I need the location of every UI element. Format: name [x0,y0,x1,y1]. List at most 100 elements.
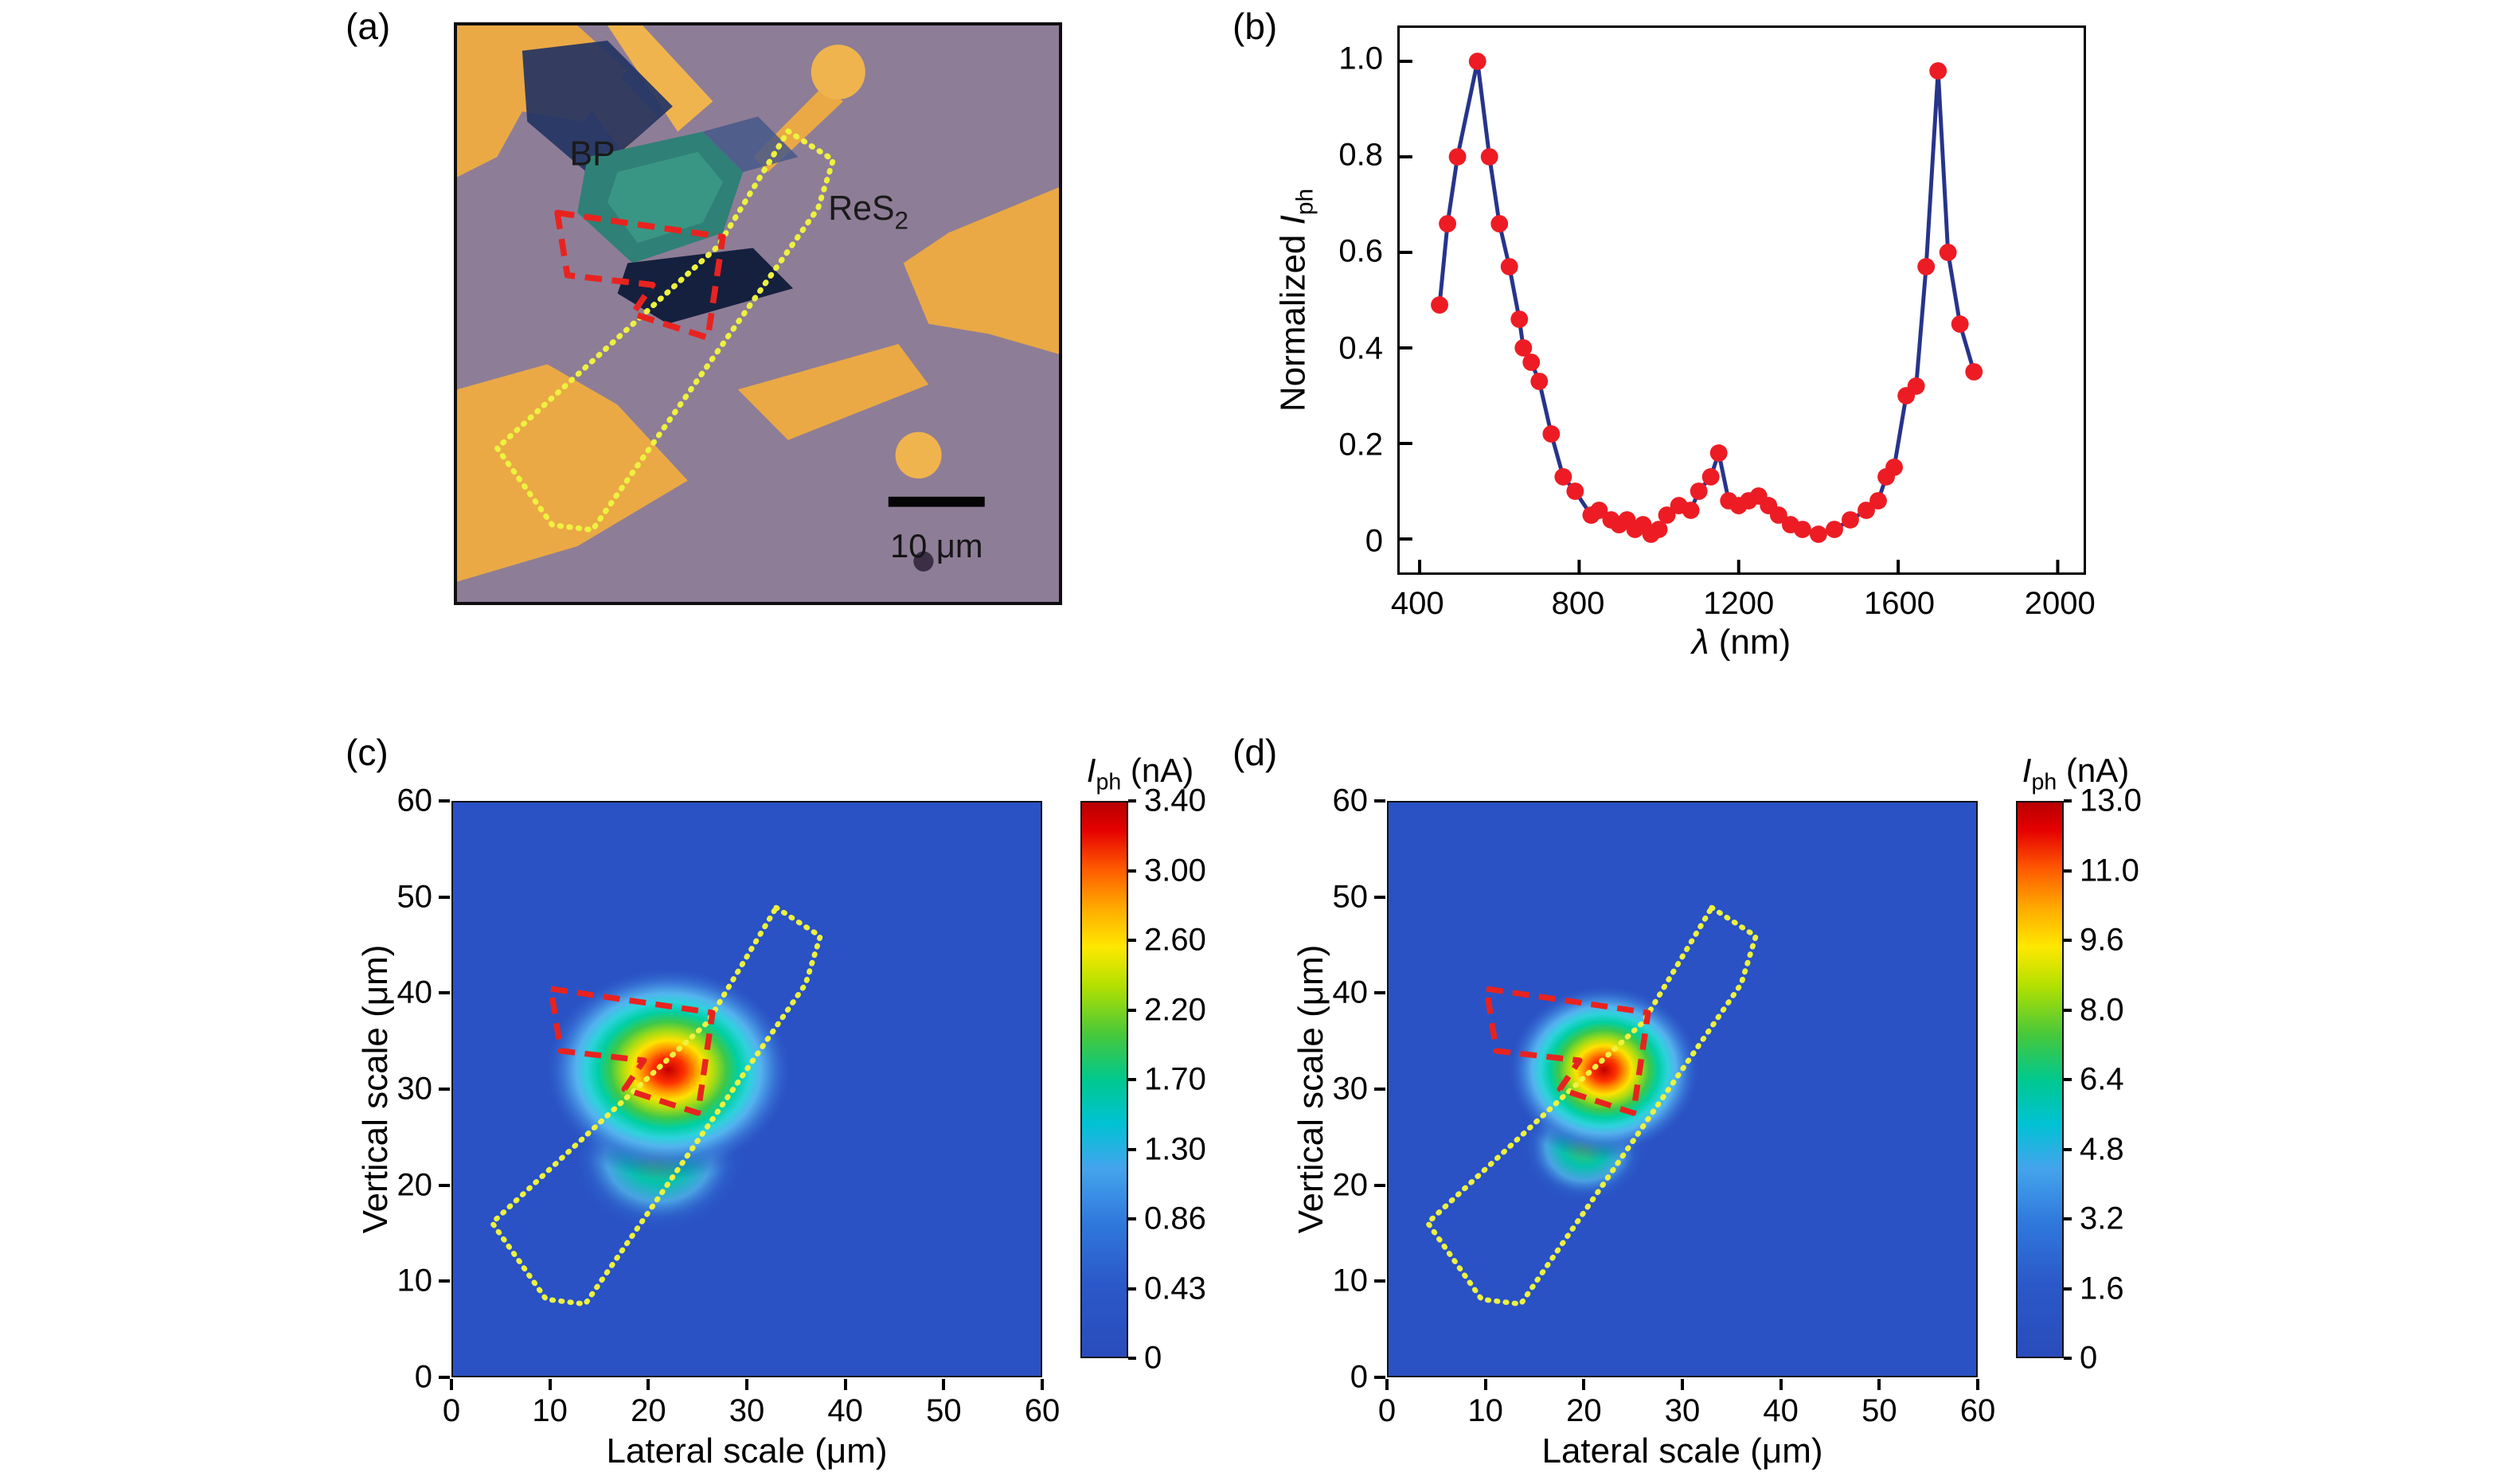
c-colorbar-title-symbol: I [1086,752,1096,789]
c-x-axis-title: Lateral scale (μm) [606,1431,888,1470]
data-point [1554,468,1572,486]
bp-outline [554,209,726,342]
c-colorbar-title-subscript: ph [1096,769,1122,795]
c-colorbar-tick-label: 0 [1144,1340,1162,1376]
b-y-tick-label: 0.8 [1338,137,1383,173]
c-y-axis-tick [439,895,450,899]
d-y-tick-label: 10 [1332,1263,1369,1298]
c-colorbar-tick [1128,1357,1136,1360]
d-colorbar-tick [2064,1008,2072,1012]
c-colorbar-tick [1128,1147,1136,1151]
c-colorbar-tick-label: 0.86 [1144,1201,1206,1236]
panel-d-label: (d) [1233,732,1278,773]
photocurrent-map-c [451,801,1042,1377]
d-y-axis-tick [1374,1376,1385,1379]
c-y-tick-label: 40 [397,974,433,1010]
b-y-tick-label: 0.6 [1338,233,1383,269]
c-x-axis-tick [1041,1379,1044,1390]
b-y-axis-title: Normalized Iph [1274,189,1319,412]
data-point [1468,53,1486,70]
res2-outline [494,128,836,533]
c-x-tick-label: 30 [729,1393,765,1428]
data-point [1500,258,1518,275]
bp-flake-elongated [617,248,794,324]
d-colorbar-tick-label: 3.2 [2080,1201,2124,1236]
d-x-axis-tick [1483,1379,1487,1390]
d-colorbar-title-subscript: ph [2031,769,2057,795]
d-x-tick-label: 50 [1861,1393,1897,1428]
d-colorbar-tick-label: 11.0 [2080,853,2139,888]
data-point [1907,377,1925,395]
d-colorbar-tick [2064,1287,2072,1291]
d-y-tick-label: 40 [1332,974,1369,1010]
c-y-tick-label: 10 [397,1263,433,1298]
c-y-axis-tick [439,799,450,803]
c-y-axis-tick [439,1376,450,1379]
bp-flake-dark [522,41,673,178]
data-point [1510,310,1529,328]
data-point [1590,502,1608,519]
d-colorbar-tick [2064,1357,2072,1360]
optical-microscope-image: BP ReS2 10 μm [454,22,1062,605]
panel-a-label: (a) [346,6,391,47]
data-point [1542,425,1561,443]
photocurrent-map-c-canvas [453,803,1041,1376]
b-x-axis-title: λ (nm) [1692,623,1791,662]
c-colorbar-tick-label: 0.43 [1144,1271,1206,1306]
data-point [1514,339,1533,357]
c-y-tick-label: 60 [397,783,433,818]
gold-contact-pad [895,432,942,479]
res2-outline [489,904,823,1307]
data-point [1650,521,1668,538]
d-colorbar-title: Iph (nA) [2022,752,2129,795]
data-point [1885,459,1903,476]
data-point [1439,215,1457,232]
data-point [1858,502,1875,519]
data-point [1965,363,1983,381]
b-x-tick-label: 1200 [1703,586,1775,621]
bp-outline [548,986,716,1116]
data-point [1490,215,1509,232]
c-y-tick-label: 20 [397,1167,433,1203]
flake-blue-gray [702,116,799,173]
data-point [1658,506,1676,524]
spectral-plot-canvas [1400,53,2060,572]
d-x-tick-label: 40 [1763,1393,1799,1428]
d-colorbar-tick [2064,1147,2072,1151]
c-colorbar-tick-label: 1.30 [1144,1131,1206,1166]
data-point [1951,315,1969,333]
d-colorbar-tick-label: 8.0 [2080,992,2124,1027]
d-x-axis-tick [1681,1379,1684,1390]
d-y-axis-tick [1374,1088,1385,1091]
c-colorbar-tick-label: 3.00 [1144,853,1206,888]
b-x-axis-title-text: (nm) [1709,623,1791,662]
b-y-tick-label: 1.0 [1338,41,1383,76]
panel-c-label: (c) [346,732,389,773]
data-point [1810,525,1827,543]
data-point [1530,373,1549,390]
d-colorbar-tick [2064,869,2072,873]
d-x-axis-tick [1976,1379,1979,1390]
c-y-tick-label: 30 [397,1071,433,1107]
data-point [1826,521,1843,538]
c-x-axis-tick [745,1379,748,1390]
d-colorbar-tick-label: 0 [2080,1340,2098,1376]
b-x-axis-title-symbol: λ [1691,623,1709,662]
c-y-axis-tick [439,1088,450,1091]
b-y-axis-title-text: Normalized [1273,225,1313,412]
c-y-axis-tick [439,991,450,995]
gold-contact-pad [811,45,865,100]
scale-bar [888,496,985,507]
c-y-tick-label: 50 [397,879,433,915]
data-point [1682,502,1700,519]
b-y-tick-label: 0.2 [1338,427,1383,463]
d-colorbar-tick [2064,939,2072,942]
c-y-axis-tick [439,1183,450,1187]
c-x-tick-label: 20 [631,1393,666,1428]
d-y-axis-tick [1374,799,1385,803]
c-y-tick-label: 0 [414,1359,432,1395]
c-x-axis-tick [450,1379,453,1390]
d-x-axis-tick [1385,1379,1389,1390]
data-point [1929,62,1947,80]
b-x-tick-label: 400 [1390,586,1444,621]
